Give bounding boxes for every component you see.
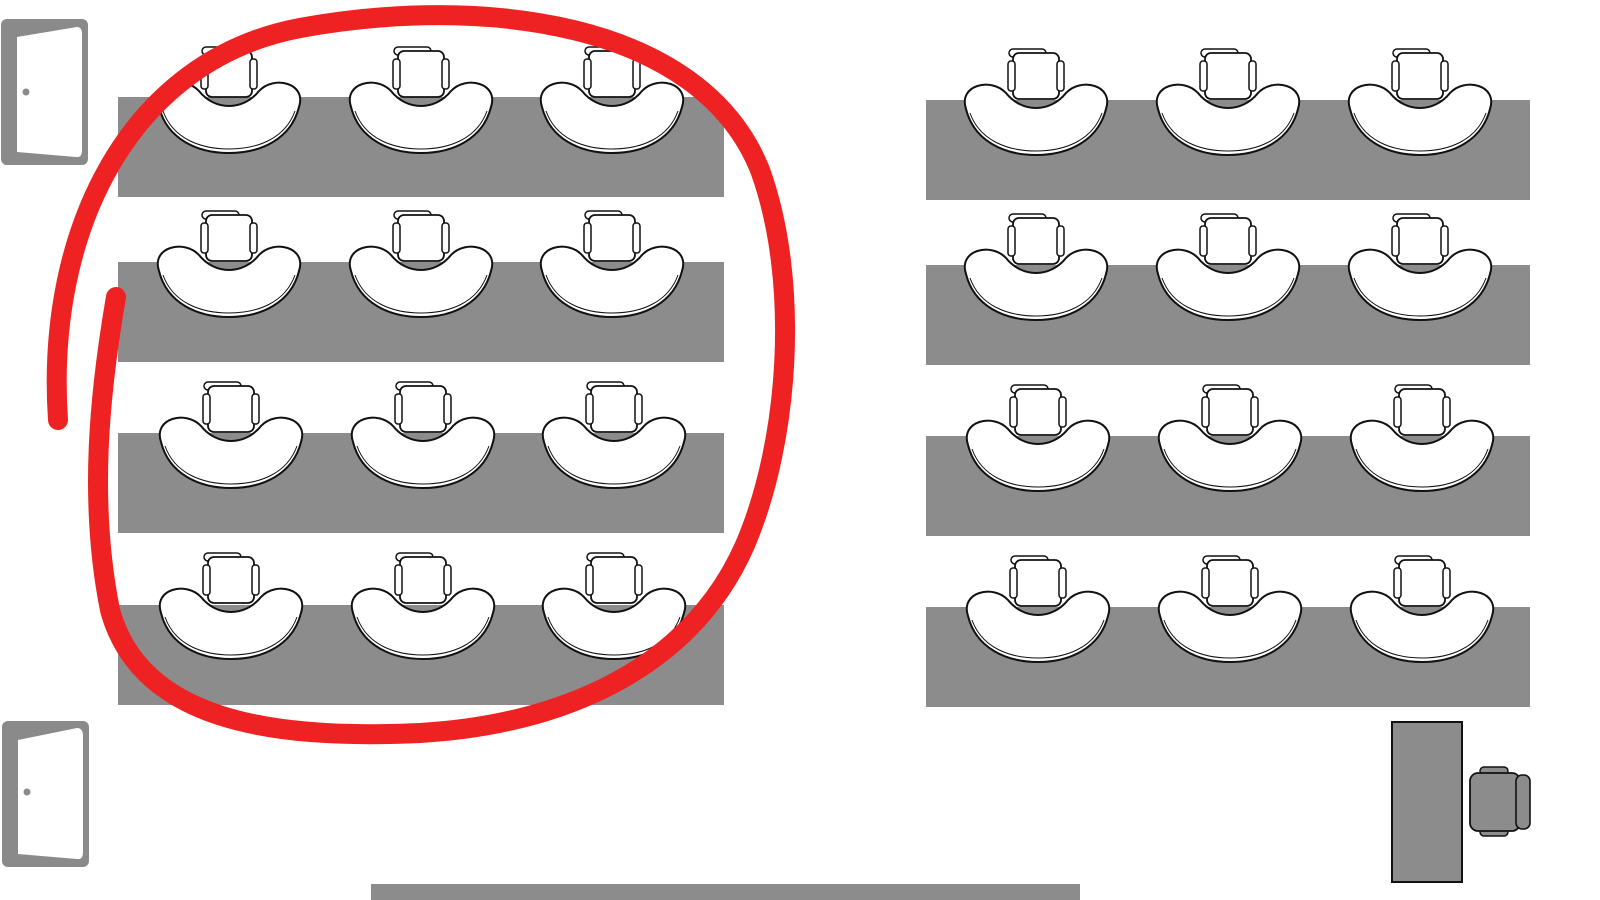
- door-top-left[interactable]: [1, 19, 88, 165]
- teacher-desk-area[interactable]: [1391, 721, 1531, 883]
- door-icon: [17, 27, 82, 158]
- freehand-circle-mark: [46, 5, 795, 745]
- teacher-desk[interactable]: [1391, 721, 1463, 883]
- front-board[interactable]: [371, 884, 1080, 900]
- door-bottom-left[interactable]: [2, 721, 89, 867]
- office-chair-icon[interactable]: [1469, 766, 1531, 837]
- door-icon: [18, 728, 83, 860]
